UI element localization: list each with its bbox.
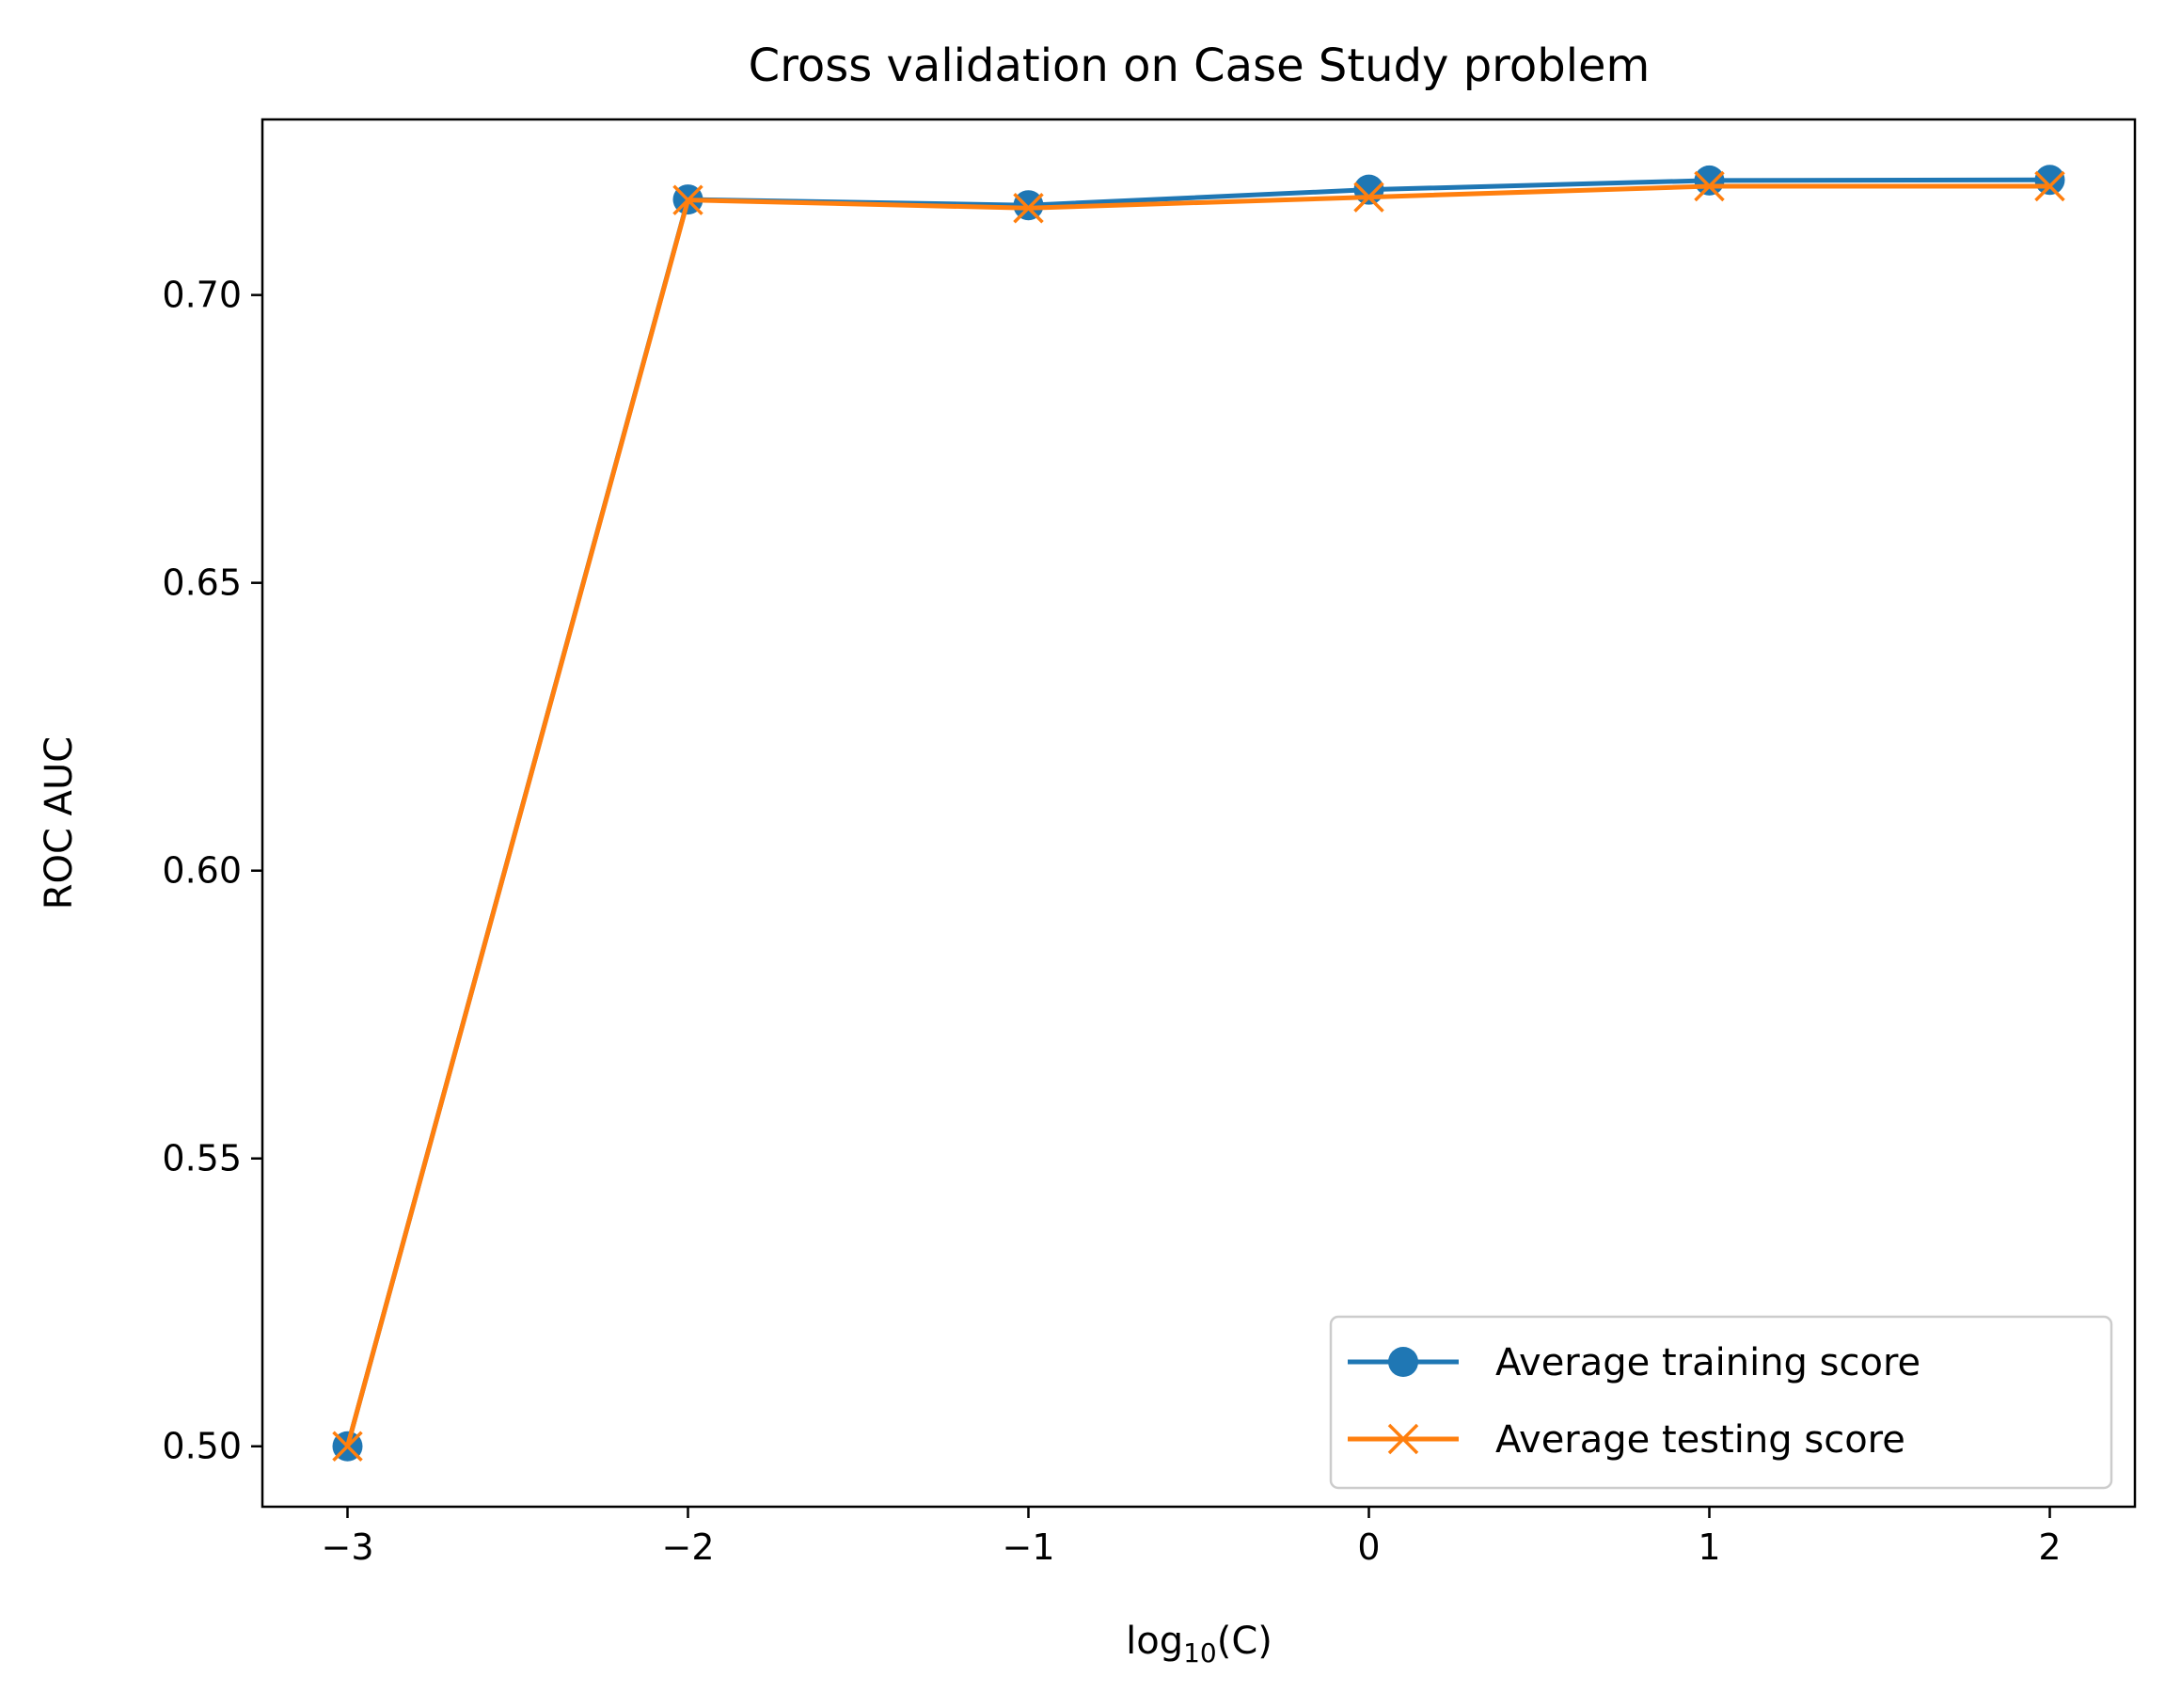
legend-marker	[1387, 1423, 1419, 1455]
legend-entries: Average training score Average testing sc…	[1348, 1341, 1920, 1462]
legend-label: Average testing score	[1495, 1418, 1905, 1462]
x-axis-label-subscript: 10	[1183, 1637, 1217, 1668]
data-point	[2034, 165, 2065, 196]
chart-title: Cross validation on Case Study problem	[749, 40, 1651, 92]
data-point	[1353, 182, 1384, 213]
axis-ticks: −3 −2 −1 0 1 2 0.50 0.55 0.60 0.65 0.70	[162, 275, 2061, 1568]
data-point	[672, 184, 703, 215]
data-point	[2034, 170, 2065, 202]
x-tick-label: −1	[1002, 1526, 1054, 1568]
x-tick-label: 0	[1357, 1526, 1380, 1568]
y-tick-label: 0.70	[162, 275, 242, 316]
data-point	[332, 1431, 363, 1462]
data-point	[1694, 170, 1725, 202]
plot-frame	[261, 118, 2137, 1509]
legend-box	[1329, 1315, 2113, 1490]
series-line	[345, 183, 2050, 1447]
x-tick-label: −2	[661, 1526, 714, 1568]
legend-marker	[1388, 1347, 1418, 1377]
x-axis-label-suffix: (C)	[1217, 1620, 1272, 1663]
y-tick-label: 0.65	[162, 562, 242, 604]
x-tick-label: 2	[2038, 1526, 2061, 1568]
series-testing	[332, 170, 2065, 1462]
x-axis-label-main: log	[1126, 1620, 1183, 1663]
legend: Average training score Average testing sc…	[1329, 1315, 2113, 1490]
data-point	[1013, 190, 1044, 221]
y-tick-label: 0.55	[162, 1138, 242, 1179]
data-point	[1694, 165, 1725, 196]
x-tick-label: 1	[1698, 1526, 1720, 1568]
legend-label: Average training score	[1495, 1341, 1920, 1384]
y-tick-label: 0.50	[162, 1426, 242, 1467]
y-axis-label: ROC AUC	[38, 736, 81, 910]
data-point	[1353, 174, 1384, 205]
x-tick-label: −3	[321, 1526, 373, 1568]
data-point	[1013, 193, 1044, 224]
plot-area	[332, 165, 2065, 1462]
x-axis-label: log10(C)	[1126, 1620, 1272, 1668]
y-tick-label: 0.60	[162, 850, 242, 892]
